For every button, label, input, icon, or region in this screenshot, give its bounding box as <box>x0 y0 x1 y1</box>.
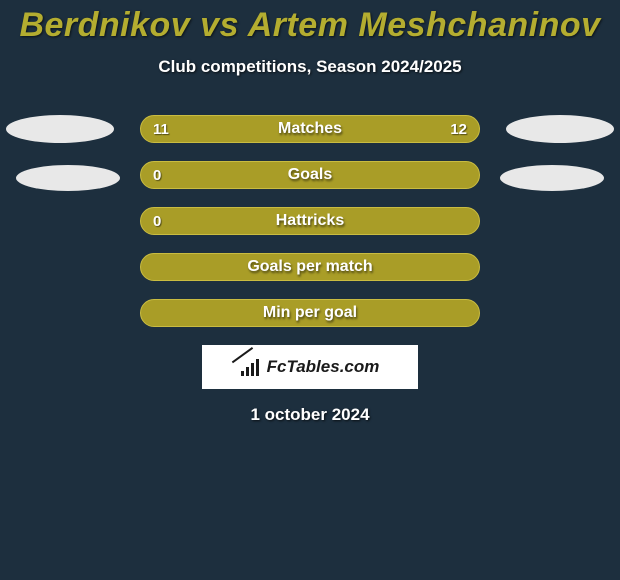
stat-row: 0 Goals <box>140 161 480 189</box>
competition-subtitle: Club competitions, Season 2024/2025 <box>0 57 620 77</box>
bar-chart-icon <box>241 358 263 376</box>
stat-label: Min per goal <box>141 304 479 322</box>
stats-container: 11 Matches 12 0 Goals 0 Hattricks Goals … <box>0 115 620 327</box>
player-right-name: Artem Meshchaninov <box>248 6 601 44</box>
player-left-name: Berdnikov <box>19 6 190 44</box>
stat-label: Goals per match <box>141 258 479 276</box>
player-right-marker-icon <box>500 165 604 191</box>
stat-label: Hattricks <box>141 212 479 230</box>
stat-right-value: 12 <box>450 121 467 138</box>
brand-text: FcTables.com <box>267 357 380 377</box>
snapshot-date: 1 october 2024 <box>0 405 620 425</box>
stat-left-value: 0 <box>153 167 161 184</box>
brand-inner: FcTables.com <box>241 357 380 377</box>
vs-separator: vs <box>200 6 239 44</box>
stat-left-value: 11 <box>153 121 169 138</box>
stat-label: Matches <box>141 120 479 138</box>
player-left-marker-icon <box>6 115 114 143</box>
stat-row: Min per goal <box>140 299 480 327</box>
page-title: Berdnikov vs Artem Meshchaninov <box>0 0 620 45</box>
stat-row: 11 Matches 12 <box>140 115 480 143</box>
brand-badge[interactable]: FcTables.com <box>202 345 418 389</box>
player-right-marker-icon <box>506 115 614 143</box>
stat-row: 0 Hattricks <box>140 207 480 235</box>
stat-left-value: 0 <box>153 213 161 230</box>
stat-row: Goals per match <box>140 253 480 281</box>
stat-label: Goals <box>141 166 479 184</box>
player-left-marker-icon <box>16 165 120 191</box>
